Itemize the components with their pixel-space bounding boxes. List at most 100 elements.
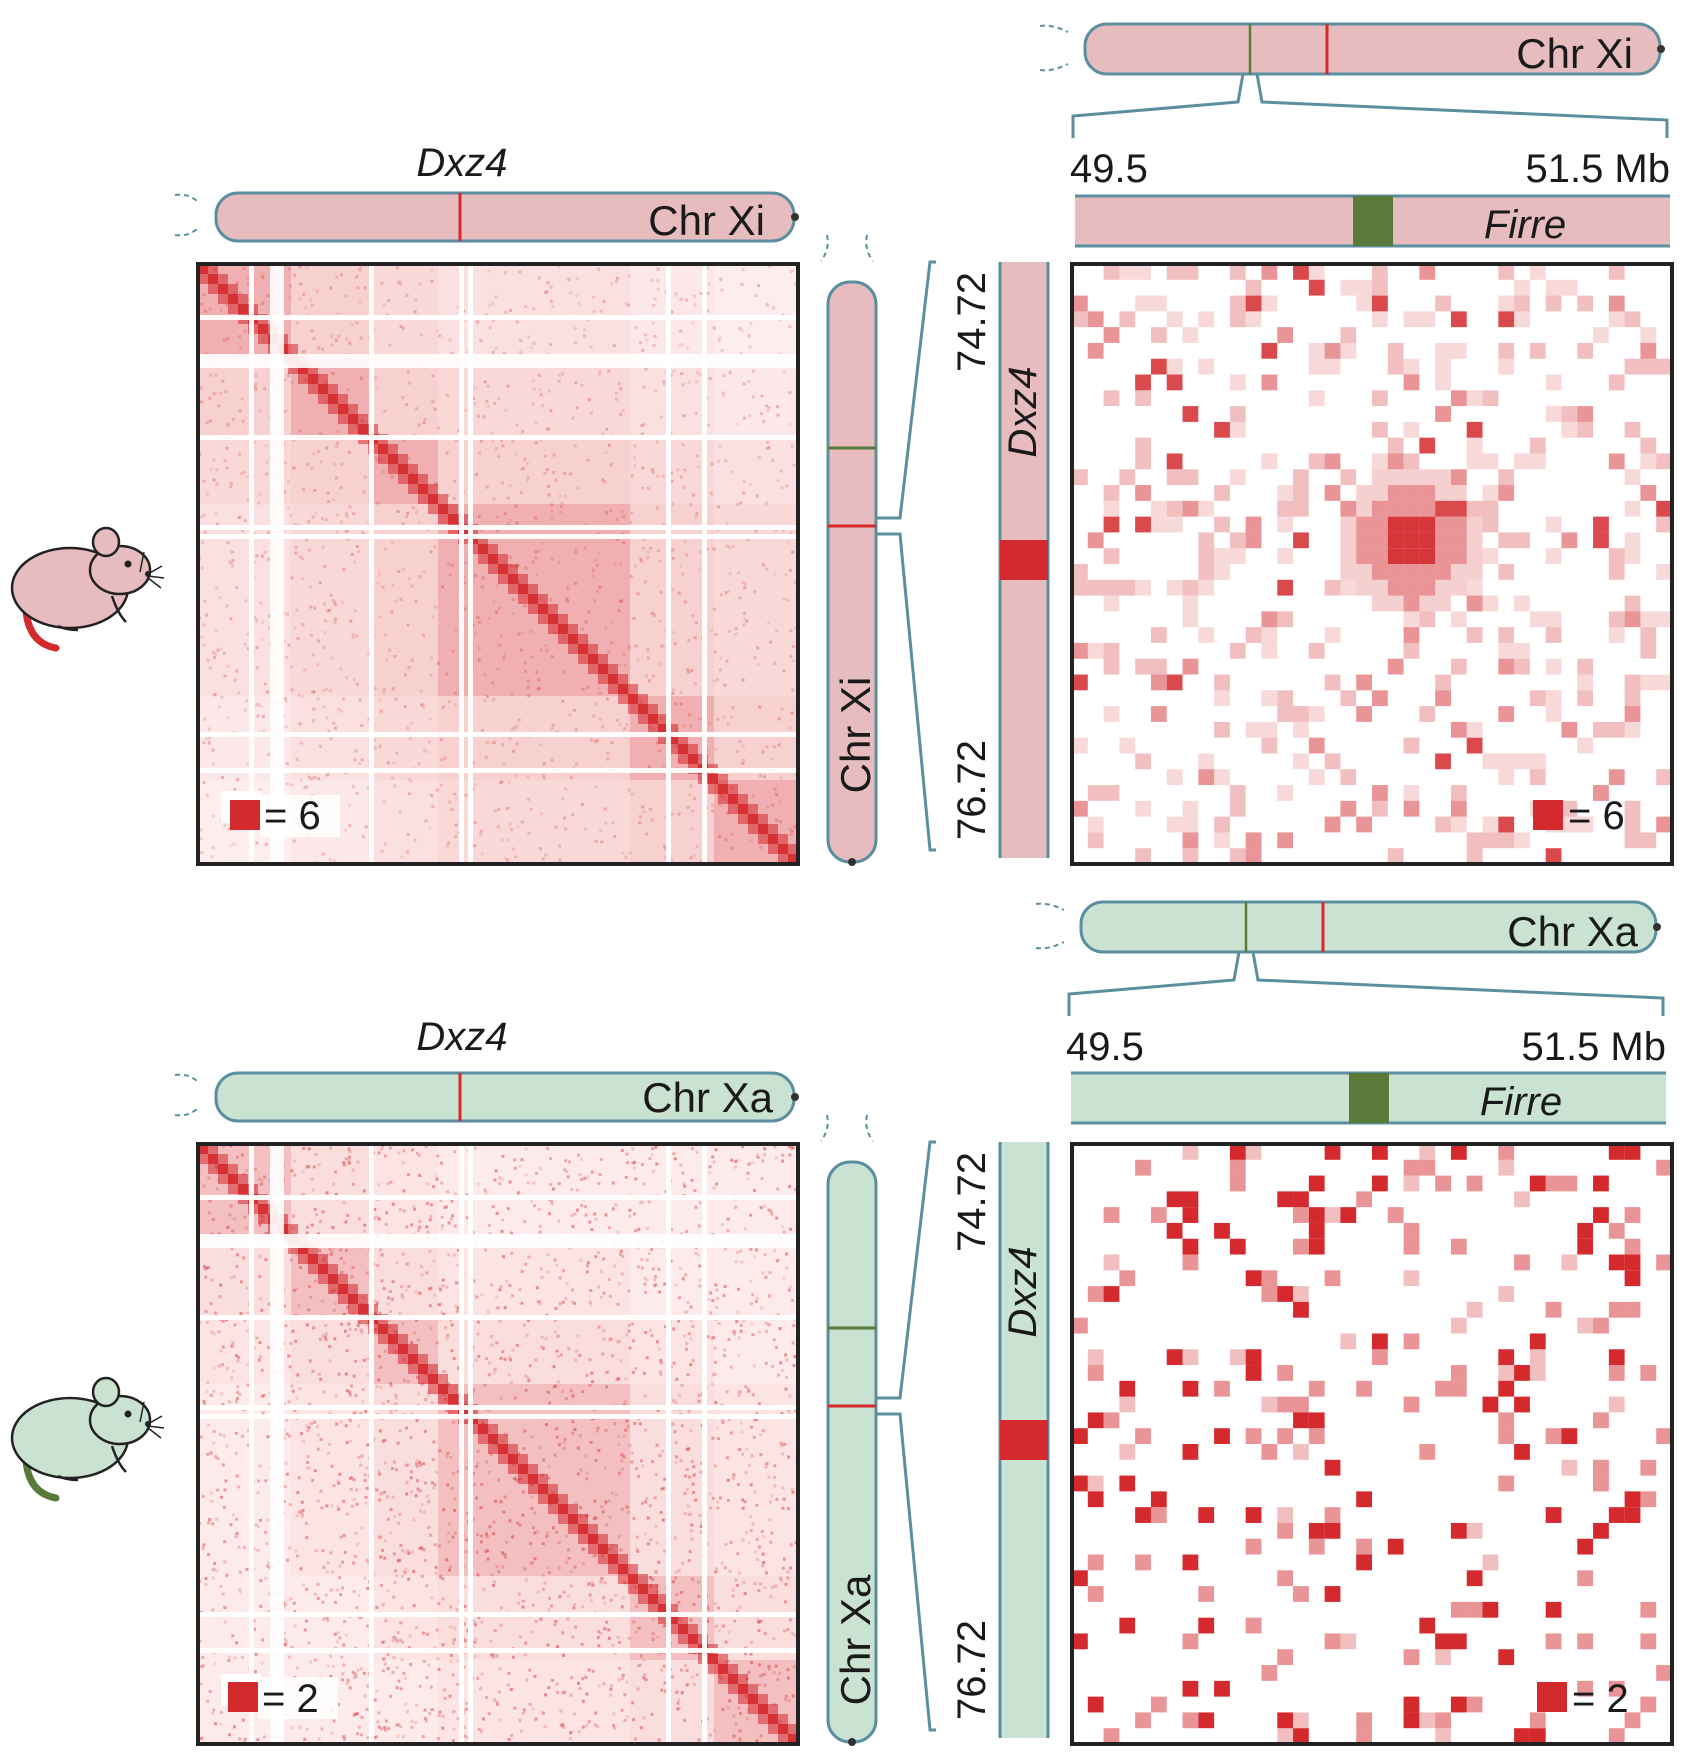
near-diagonal-cell xyxy=(228,284,238,294)
contact-cell xyxy=(1608,374,1625,391)
contact-cell xyxy=(1103,579,1120,596)
contact-cell xyxy=(1324,485,1341,501)
contact-cell xyxy=(1261,721,1278,738)
contact-cell xyxy=(1529,690,1546,707)
contact-cell xyxy=(1340,800,1357,817)
diagonal-cell xyxy=(718,784,728,794)
near-diagonal-cell xyxy=(318,394,328,404)
domain-block xyxy=(291,1576,372,1660)
domain-block xyxy=(372,696,438,780)
contact-cell xyxy=(1308,279,1325,296)
contact-cell xyxy=(1640,642,1657,659)
contact-cell xyxy=(1308,453,1325,470)
contact-cell xyxy=(1245,1349,1262,1366)
contact-cell xyxy=(1103,327,1120,343)
domain-block xyxy=(714,264,798,357)
near-diagonal-cell xyxy=(288,1244,298,1254)
contact-cell xyxy=(1450,516,1467,533)
firre-locus xyxy=(1353,196,1393,246)
near-diagonal-cell xyxy=(218,294,228,304)
near-diagonal-cell xyxy=(708,784,718,794)
contact-cell xyxy=(1482,753,1499,770)
diagonal-cell xyxy=(648,1594,658,1604)
diagonal-cell xyxy=(558,624,568,634)
contact-cell xyxy=(1419,437,1436,454)
contact-cell xyxy=(1450,1696,1467,1713)
contact-cell xyxy=(1450,721,1467,738)
diagonal-cell xyxy=(348,414,358,424)
near-diagonal-cell xyxy=(638,714,648,724)
contact-cell xyxy=(1308,737,1325,754)
contact-cell xyxy=(1293,1286,1309,1302)
near-diagonal-cell xyxy=(778,854,788,864)
near-diagonal-cell xyxy=(208,1144,218,1154)
contact-cell xyxy=(1119,1475,1136,1492)
contact-cell xyxy=(1261,611,1278,628)
contact-cell xyxy=(1482,548,1499,564)
contact-cell xyxy=(1166,816,1183,833)
contact-cell xyxy=(1214,1680,1230,1697)
near-diagonal-cell xyxy=(718,774,728,784)
contact-cell xyxy=(1119,1444,1136,1460)
domain-block xyxy=(291,1318,372,1384)
dxz4-coord-top: 74.72 xyxy=(950,272,994,372)
domain-block xyxy=(630,780,714,864)
contact-cell xyxy=(1135,374,1151,391)
contact-cell xyxy=(1403,311,1420,328)
contact-cell xyxy=(1450,342,1467,359)
contact-cell xyxy=(1466,453,1483,470)
contact-cell xyxy=(1419,532,1436,549)
near-diagonal-cell xyxy=(528,604,538,614)
contact-cell xyxy=(1277,1712,1294,1729)
contact-cell xyxy=(1103,485,1120,501)
contact-cell xyxy=(1229,1175,1246,1192)
diagonal-cell xyxy=(388,1334,398,1344)
contact-cell xyxy=(1261,264,1278,280)
gap-stripe xyxy=(198,354,798,368)
contact-cell xyxy=(1498,1475,1515,1492)
contact-cell xyxy=(1372,690,1388,707)
diagonal-cell xyxy=(408,474,418,484)
contact-cell xyxy=(1245,532,1262,549)
near-diagonal-cell xyxy=(388,1324,398,1334)
contact-cell xyxy=(1214,548,1230,564)
contact-cell xyxy=(1450,1522,1467,1539)
contact-cell xyxy=(1356,500,1372,517)
contact-cell xyxy=(1561,721,1578,738)
contact-cell xyxy=(1577,737,1594,754)
contact-cell xyxy=(1435,532,1451,549)
contact-cell xyxy=(1387,1207,1404,1223)
contact-cell xyxy=(1072,1475,1088,1492)
domain-block xyxy=(438,1318,630,1384)
contact-cell xyxy=(1103,1728,1120,1744)
contact-cell xyxy=(1624,816,1641,833)
contact-cell xyxy=(1182,800,1199,817)
near-diagonal-cell xyxy=(348,1304,358,1314)
domain-block xyxy=(372,1144,438,1237)
contact-cell xyxy=(1245,832,1262,849)
near-diagonal-cell xyxy=(788,1724,798,1734)
contact-cell xyxy=(1466,421,1483,438)
near-diagonal-cell xyxy=(518,574,528,584)
contact-cell xyxy=(1182,1380,1199,1397)
domain-block xyxy=(630,1144,714,1237)
contact-cell xyxy=(1545,1507,1562,1523)
contact-cell xyxy=(1498,1380,1515,1397)
contact-cell xyxy=(1403,453,1420,470)
contact-cell xyxy=(1466,1696,1483,1713)
contact-cell xyxy=(1608,1349,1625,1366)
contact-cell xyxy=(1119,1270,1136,1287)
contact-cell xyxy=(1435,342,1451,359)
near-diagonal-cell xyxy=(418,474,428,484)
near-diagonal-cell xyxy=(498,574,508,584)
contact-cell xyxy=(1593,721,1609,738)
contact-cell xyxy=(1087,832,1104,849)
near-diagonal-cell xyxy=(518,594,528,604)
contact-cell xyxy=(1387,579,1404,596)
contact-cell xyxy=(1498,832,1515,849)
contact-cell xyxy=(1150,627,1167,643)
contact-cell xyxy=(1577,658,1594,675)
diagonal-cell xyxy=(378,444,388,454)
near-diagonal-cell xyxy=(548,624,558,634)
contact-cell xyxy=(1072,737,1088,754)
